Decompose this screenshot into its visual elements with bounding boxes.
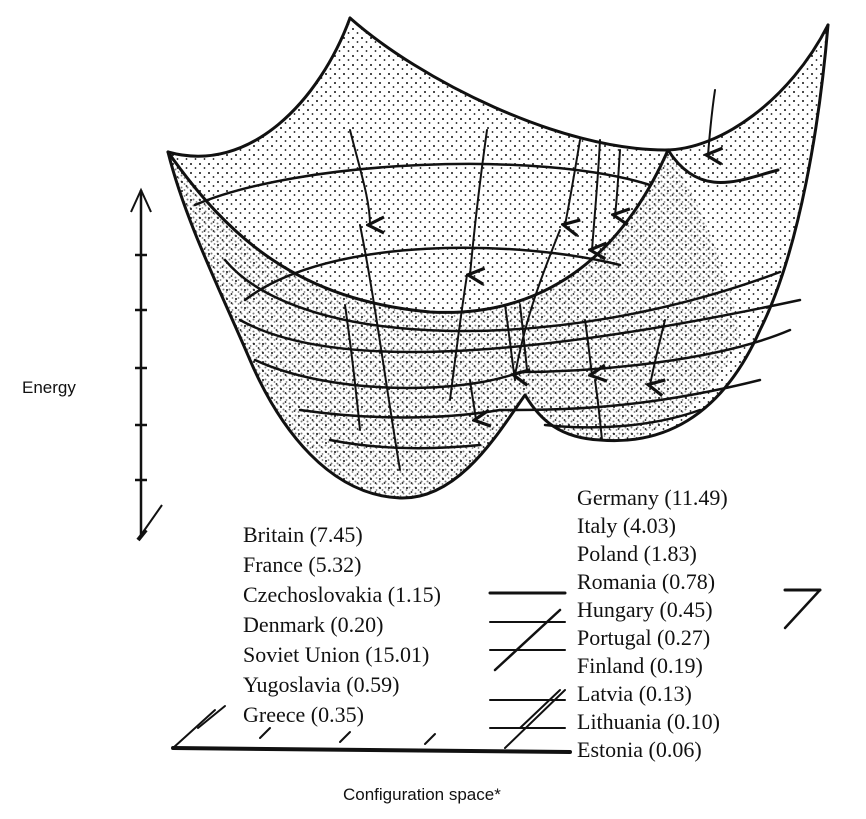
country-label-italy: Italy (4.03) [577,513,676,538]
country-label-greece: Greece (0.35) [243,702,364,727]
flow-arrows [344,89,715,471]
country-label-estonia: Estonia (0.06) [577,737,702,762]
country-label-finland: Finland (0.19) [577,653,703,678]
country-label-britain: Britain (7.45) [243,522,363,547]
country-label-poland: Poland (1.83) [577,541,697,566]
contour-lines [193,162,802,450]
energy-axis-label: Energy [22,378,76,397]
country-label-denmark: Denmark (0.20) [243,612,384,637]
left-country-list: Britain (7.45) France (5.32) Czechoslova… [243,522,441,728]
config-plane [171,588,822,754]
energy-axis [130,187,163,542]
country-label-czechoslovakia: Czechoslovakia (1.15) [243,582,441,607]
country-label-hungary: Hungary (0.45) [577,597,713,622]
country-label-soviet-union: Soviet Union (15.01) [243,642,430,667]
right-country-list: Germany (11.49) Italy (4.03) Poland (1.8… [577,486,728,762]
country-label-germany: Germany (11.49) [577,485,728,510]
country-label-romania: Romania (0.78) [577,569,716,594]
country-label-lithuania: Lithuania (0.10) [577,709,720,734]
country-label-france: France (5.32) [243,552,362,577]
country-label-latvia: Latvia (0.13) [577,681,692,706]
configuration-axis-label: Configuration space* [343,785,501,804]
surface-outline [166,16,830,500]
country-label-portugal: Portugal (0.27) [577,625,711,650]
country-label-yugoslavia: Yugoslavia (0.59) [243,672,400,697]
